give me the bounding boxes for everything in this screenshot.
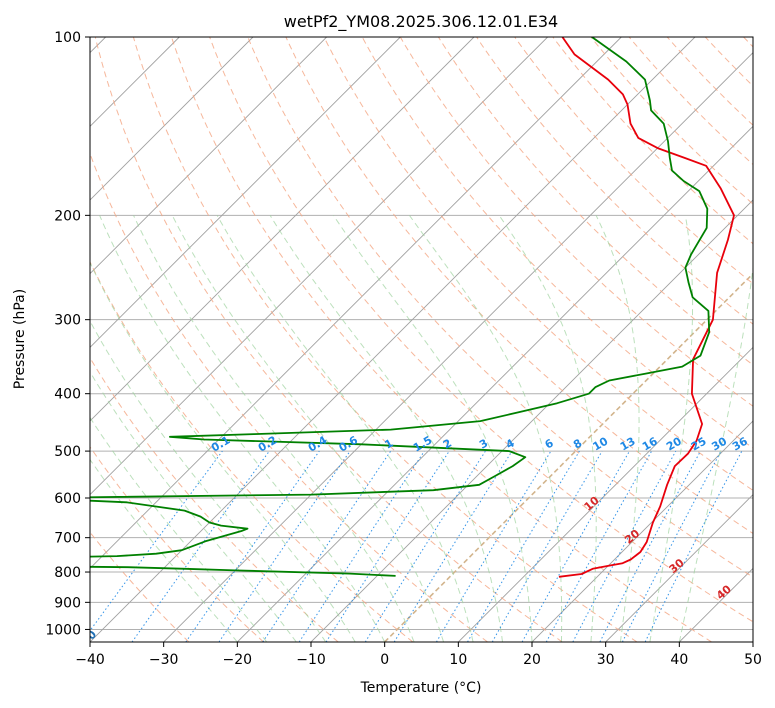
x-tick-label: 30 bbox=[597, 652, 615, 668]
data-lines bbox=[90, 37, 735, 578]
moist-adiabat-line bbox=[90, 458, 238, 642]
moist-adiabat-line bbox=[133, 215, 415, 642]
dry-adiabat-line bbox=[476, 37, 753, 325]
isotherm-line bbox=[605, 494, 753, 642]
mixing-ratio-line bbox=[262, 450, 392, 642]
mixing-ratio-line bbox=[325, 450, 450, 642]
isotherm-line bbox=[90, 37, 622, 569]
mixing-ratio-line bbox=[218, 450, 351, 642]
moist-adiabat-line bbox=[332, 215, 533, 642]
y-tick-label: 100 bbox=[54, 30, 81, 46]
mixing-ratio-line bbox=[298, 450, 425, 642]
x-tick-label: 10 bbox=[449, 652, 467, 668]
moist-adiabat-line bbox=[90, 261, 356, 642]
isotherm-line bbox=[90, 37, 696, 642]
mixing-ratio-line bbox=[393, 450, 513, 642]
moist-adiabat-line bbox=[408, 215, 563, 642]
dry-adiabat-line bbox=[514, 37, 753, 285]
moist-adiabat-line bbox=[269, 215, 503, 642]
y-tick-label: 800 bbox=[54, 565, 81, 581]
plot-frame bbox=[89, 36, 754, 643]
moist-adiabat-line bbox=[90, 320, 327, 642]
x-axis: −40 −30 −20 −10 0 10 20 30 40 50 bbox=[75, 642, 762, 668]
dry-adiabat-line bbox=[628, 37, 753, 166]
dry-adiabat-line bbox=[132, 37, 638, 642]
dry-adiabat-line bbox=[323, 37, 753, 491]
moist-adiabat-line bbox=[90, 416, 268, 642]
dry-adiabat-line bbox=[247, 37, 753, 578]
dry-adiabat-line bbox=[209, 37, 753, 623]
x-tick-label: 40 bbox=[670, 652, 688, 668]
x-tick-label: −10 bbox=[296, 652, 326, 668]
isotherm-line bbox=[531, 420, 753, 642]
isotherm-label: -40 bbox=[76, 628, 99, 651]
x-axis-label: Temperature (°C) bbox=[360, 680, 482, 696]
mixing-ratio-line bbox=[644, 450, 743, 642]
dry-adiabat-line bbox=[399, 37, 753, 407]
y-tick-label: 600 bbox=[54, 491, 81, 507]
moist-adiabat-line bbox=[90, 370, 297, 642]
y-tick-label: 400 bbox=[54, 387, 81, 403]
isotherm-line bbox=[90, 37, 548, 496]
mixing-ratio-line bbox=[521, 450, 630, 642]
x-tick-label: −20 bbox=[223, 652, 253, 668]
x-tick-label: 0 bbox=[380, 652, 389, 668]
background-lines bbox=[90, 37, 753, 642]
dewpoint-profile-line bbox=[90, 37, 711, 577]
dry-adiabat-line bbox=[361, 37, 753, 449]
mixing-ratio-line bbox=[545, 450, 653, 642]
mixing-ratio-line bbox=[131, 450, 270, 642]
mixing-ratio-line bbox=[90, 450, 223, 632]
y-tick-label: 900 bbox=[54, 595, 81, 611]
moist-adiabat-line bbox=[171, 215, 445, 642]
moist-adiabat-line bbox=[216, 215, 474, 642]
x-tick-label: −40 bbox=[75, 652, 105, 668]
isotherm-line bbox=[384, 272, 753, 642]
dry-adiabat-line bbox=[90, 446, 264, 642]
y-axis-label: Pressure (hPa) bbox=[12, 289, 28, 389]
isotherm-line bbox=[237, 125, 753, 642]
y-tick-label: 1000 bbox=[45, 622, 81, 638]
isotherm-line bbox=[90, 37, 327, 275]
dry-adiabat-line bbox=[94, 37, 563, 642]
isotherm-line bbox=[90, 37, 475, 422]
x-tick-label: 20 bbox=[523, 652, 541, 668]
y-axis: 100 200 300 400 500 600 700 800 900 1000 bbox=[45, 30, 90, 638]
moist-adiabat-line bbox=[99, 215, 386, 642]
isotherm-line bbox=[90, 37, 254, 201]
mixing-ratio-line bbox=[572, 450, 677, 642]
y-tick-label: 700 bbox=[54, 531, 81, 547]
moist-adiabat-line bbox=[649, 215, 694, 642]
y-tick-label: 300 bbox=[54, 313, 81, 329]
dry-adiabat-line bbox=[90, 260, 414, 642]
moist-adiabat-line bbox=[678, 264, 753, 642]
mixing-ratio-line bbox=[185, 450, 320, 642]
y-tick-label: 500 bbox=[54, 444, 81, 460]
isotherm-line bbox=[90, 37, 401, 348]
isotherm-line bbox=[458, 346, 753, 642]
moist-adiabat-line bbox=[595, 215, 640, 642]
temperature-profile-line bbox=[558, 37, 735, 578]
chart-title: wetPf2_YM08.2025.306.12.01.E34 bbox=[284, 12, 558, 32]
y-tick-label: 200 bbox=[54, 208, 81, 224]
x-tick-label: −30 bbox=[149, 652, 179, 668]
x-tick-label: 50 bbox=[744, 652, 762, 668]
